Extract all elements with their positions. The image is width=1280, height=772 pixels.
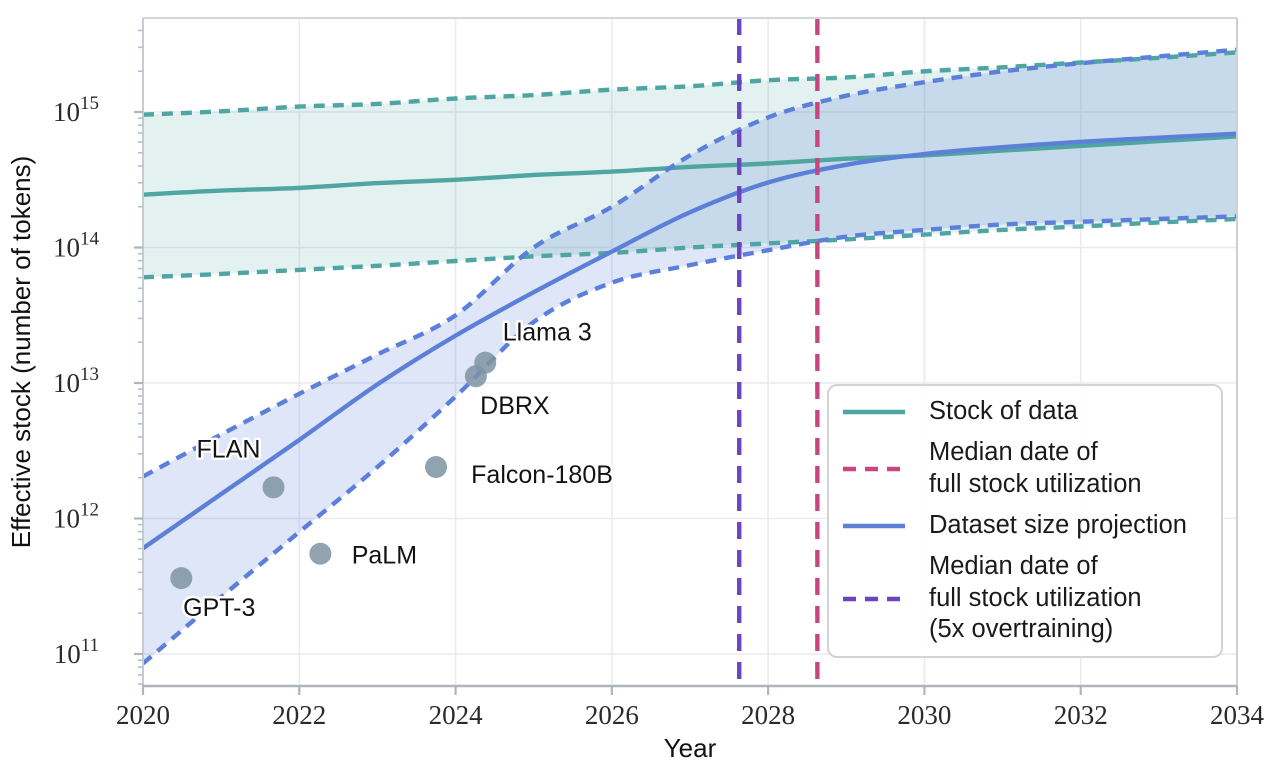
legend-label: Stock of data [929, 397, 1078, 425]
dashed-line-swatch-icon [843, 466, 905, 472]
model-label-palm: PaLM [352, 542, 417, 570]
x-tick-label: 2032 [1054, 700, 1108, 730]
model-point-llama-3 [474, 351, 497, 374]
y-axis-title: Effective stock (number of tokens) [6, 156, 36, 549]
legend-label: Median date of full stock utilization (5… [929, 552, 1142, 644]
series-curves [143, 47, 1237, 666]
legend-item-median-date-of: Median date of full stock utilization (5… [841, 551, 1215, 646]
dataset-band [143, 49, 1237, 664]
legend-label: Dataset size projection [929, 511, 1187, 540]
model-label-gpt-3: GPT-3 [183, 594, 255, 622]
stock-lower-line [143, 216, 1237, 280]
model-label-llama-3: Llama 3 [503, 319, 592, 347]
model-point-flan [262, 476, 285, 499]
dataset-lower-line [143, 214, 1237, 666]
y-tick-label: 1012 [53, 500, 99, 534]
x-tick-label: 2022 [272, 700, 326, 730]
model-labels: GPT-3 FLAN PaLM Falcon-180B DBRX Llama 3 [181, 316, 616, 624]
dataset-upper-line [143, 47, 1237, 479]
x-tick-label: 2028 [741, 700, 795, 730]
model-point-palm [309, 542, 332, 565]
x-tick-label: 2030 [897, 700, 951, 730]
legend-label: Median date of full stock utilization [929, 438, 1142, 498]
solid-line-swatch-icon [843, 523, 905, 529]
legend-box: Stock of data Median date of full stock u… [827, 384, 1223, 658]
model-point-gpt-3 [170, 567, 193, 590]
dataset-median-line [143, 131, 1237, 551]
x-tick-label: 2024 [429, 700, 484, 730]
legend-item-median-date-of: Median date of full stock utilization [841, 437, 1215, 500]
solid-line-swatch-icon [843, 409, 905, 415]
stock-upper-line [143, 50, 1237, 117]
model-label-dbrx: DBRX [480, 392, 550, 420]
legend-item-stock-of-data: Stock of data [841, 396, 1215, 428]
y-tick-label: 1013 [53, 364, 99, 398]
x-tick-label: 2034 [1210, 700, 1265, 730]
model-points [170, 351, 497, 590]
model-label-falcon-180b: Falcon-180B [471, 461, 613, 489]
x-axis-title: Year [664, 733, 717, 763]
x-tick-label: 2026 [585, 700, 639, 730]
y-tick-label: 1011 [54, 635, 99, 669]
y-tick-label: 1015 [53, 93, 99, 127]
stock-median-line [143, 134, 1237, 197]
legend-item-dataset-size-projection: Dataset size projection [841, 510, 1215, 542]
x-tick-label: 2020 [116, 700, 170, 730]
model-point-falcon-180b [425, 456, 448, 479]
axes [134, 17, 1239, 695]
y-tick-label: 1014 [53, 229, 100, 263]
dashed-line-swatch-icon [843, 596, 905, 602]
tick-labels: 2020 2022 2024 2026 2028 2030 2032 2034 1011 1012… [53, 93, 1265, 730]
model-label-flan: FLAN [197, 435, 261, 463]
